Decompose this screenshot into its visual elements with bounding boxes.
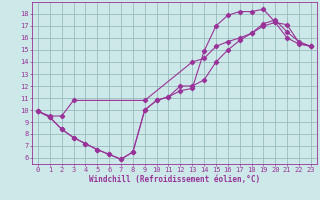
X-axis label: Windchill (Refroidissement éolien,°C): Windchill (Refroidissement éolien,°C)	[89, 175, 260, 184]
